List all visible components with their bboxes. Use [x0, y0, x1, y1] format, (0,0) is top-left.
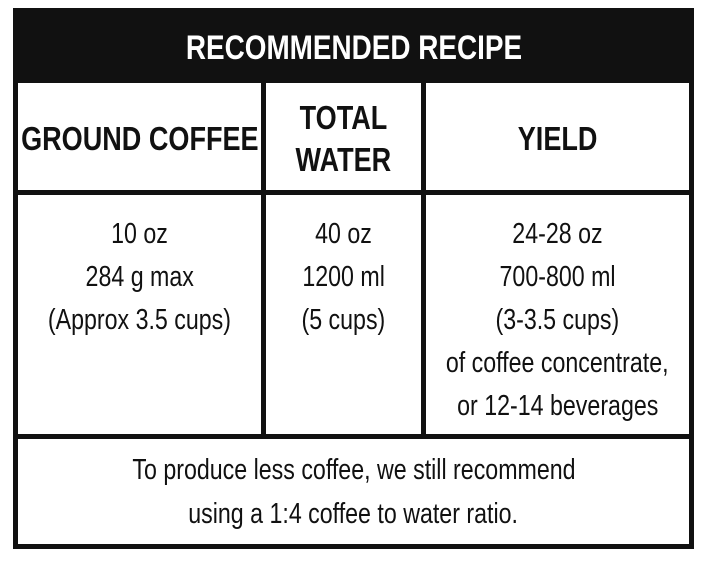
recipe-table: RECOMMENDED RECIPE GROUND COFFEE TOTAL W… [13, 8, 694, 549]
yield-oz: 24-28 oz [512, 218, 603, 250]
recipe-footer-note: To produce less coffee, we still recomme… [18, 439, 689, 544]
row-divider [18, 434, 689, 439]
ground-coffee-grams: 284 g max [85, 261, 194, 293]
yield-beverages: or 12-14 beverages [456, 390, 659, 422]
total-water-cups: (5 cups) [301, 304, 386, 336]
recipe-title: RECOMMENDED RECIPE [185, 28, 522, 67]
header-ground-coffee: GROUND COFFEE [18, 83, 261, 195]
yield-concentrate: of coffee concentrate, [446, 347, 669, 379]
cell-ground-coffee: 10 oz 284 g max (Approx 3.5 cups) [18, 195, 261, 439]
column-divider [421, 83, 426, 439]
row-divider [18, 190, 689, 195]
header-yield: YIELD [426, 83, 689, 195]
recipe-title-bar: RECOMMENDED RECIPE [18, 13, 689, 83]
column-divider [261, 83, 266, 439]
header-ground-coffee-label: GROUND COFFEE [20, 120, 259, 157]
header-total-water: TOTAL WATER [266, 83, 421, 195]
footer-line-2: using a 1:4 coffee to water ratio. [188, 497, 519, 530]
header-total-water-line1: TOTAL [299, 99, 388, 136]
cell-total-water: 40 oz 1200 ml (5 cups) [266, 195, 421, 439]
yield-ml: 700-800 ml [499, 261, 616, 293]
footer-line-1: To produce less coffee, we still recomme… [131, 453, 576, 486]
yield-cups: (3-3.5 cups) [495, 304, 620, 336]
total-water-ml: 1200 ml [302, 261, 385, 293]
cell-yield: 24-28 oz 700-800 ml (3-3.5 cups) of coff… [426, 195, 689, 439]
header-yield-label: YIELD [517, 120, 598, 157]
ground-coffee-cups: (Approx 3.5 cups) [47, 304, 232, 336]
ground-coffee-oz: 10 oz [111, 218, 168, 250]
header-total-water-line2: WATER [295, 141, 392, 178]
total-water-oz: 40 oz [315, 218, 372, 250]
